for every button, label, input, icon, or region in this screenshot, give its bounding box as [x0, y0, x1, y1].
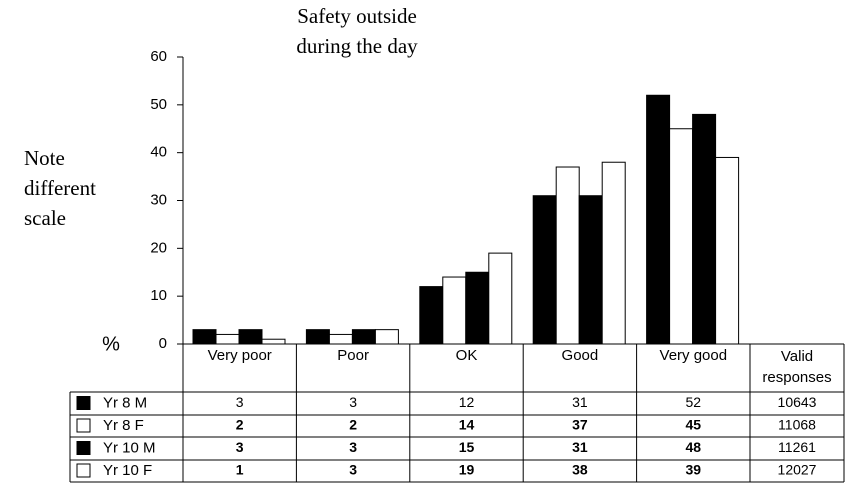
table-cell: 52 — [686, 394, 702, 410]
table-cell: 39 — [686, 462, 702, 478]
legend-label: Yr 10 M — [103, 439, 156, 456]
note: scale — [24, 206, 66, 230]
bar — [465, 271, 490, 345]
column-header: Valid — [781, 348, 813, 365]
x-tick-label: Very poor — [208, 347, 272, 364]
y-tick-label: 20 — [150, 239, 167, 256]
table-cell: 3 — [349, 462, 357, 478]
table-cell: 10643 — [778, 394, 817, 410]
y-tick-label: 50 — [150, 96, 167, 113]
y-tick-label: 30 — [150, 191, 167, 208]
x-tick-label: Poor — [337, 347, 369, 364]
bar — [351, 329, 376, 345]
bar — [555, 166, 580, 345]
y-axis-label: % — [102, 333, 120, 355]
y-tick-label: 40 — [150, 144, 167, 161]
bar — [715, 156, 740, 345]
table-cell: 45 — [686, 417, 702, 433]
table-cell: 37 — [572, 417, 588, 433]
legend-swatch — [76, 418, 91, 433]
bar — [488, 252, 513, 345]
x-tick-label: OK — [456, 347, 478, 364]
bar — [669, 128, 694, 345]
bar — [261, 338, 286, 345]
bar — [532, 195, 557, 345]
y-tick-label: 0 — [159, 335, 167, 352]
bar — [215, 333, 240, 345]
table-cell: 19 — [459, 462, 475, 478]
bar — [692, 113, 717, 345]
bar — [601, 161, 626, 345]
legend-swatch — [76, 463, 91, 478]
note: Note — [24, 146, 65, 170]
table-cell: 3 — [349, 394, 357, 410]
table-cell: 2 — [349, 417, 357, 433]
table-cell: 3 — [236, 439, 244, 455]
legend-label: Yr 8 M — [103, 394, 147, 411]
note: different — [24, 176, 96, 200]
table-cell: 3 — [349, 439, 357, 455]
bar — [328, 333, 353, 345]
table-cell: 11261 — [778, 439, 816, 455]
legend-swatch — [76, 396, 91, 410]
legend-label: Yr 8 F — [103, 417, 144, 434]
table-cell: 12 — [459, 394, 475, 410]
bar — [305, 329, 330, 345]
table-cell: 31 — [572, 394, 588, 410]
chart-title: Safety outside — [297, 4, 417, 28]
bar — [442, 276, 467, 345]
table-cell: 2 — [236, 417, 244, 433]
table-cell: 31 — [572, 439, 588, 455]
bar — [238, 329, 263, 345]
bar — [374, 329, 399, 345]
bar — [578, 195, 603, 345]
bar — [646, 94, 671, 345]
table-cell: 12027 — [778, 462, 817, 478]
chart-title: during the day — [296, 34, 418, 58]
table-cell: 3 — [236, 394, 244, 410]
table-cell: 38 — [572, 462, 588, 478]
column-header: responses — [762, 369, 831, 386]
bar — [192, 329, 217, 345]
y-tick-label: 10 — [150, 287, 167, 304]
table-cell: 15 — [459, 439, 475, 455]
table-cell: 48 — [686, 439, 702, 455]
legend-label: Yr 10 F — [103, 462, 152, 479]
table-cell: 14 — [459, 417, 475, 433]
y-tick-label: 60 — [150, 48, 167, 65]
x-tick-label: Good — [562, 347, 599, 364]
legend-swatch — [76, 441, 91, 455]
table-cell: 11068 — [778, 417, 816, 433]
bar — [419, 286, 444, 345]
table-cell: 1 — [236, 462, 244, 478]
x-tick-label: Very good — [660, 347, 728, 364]
